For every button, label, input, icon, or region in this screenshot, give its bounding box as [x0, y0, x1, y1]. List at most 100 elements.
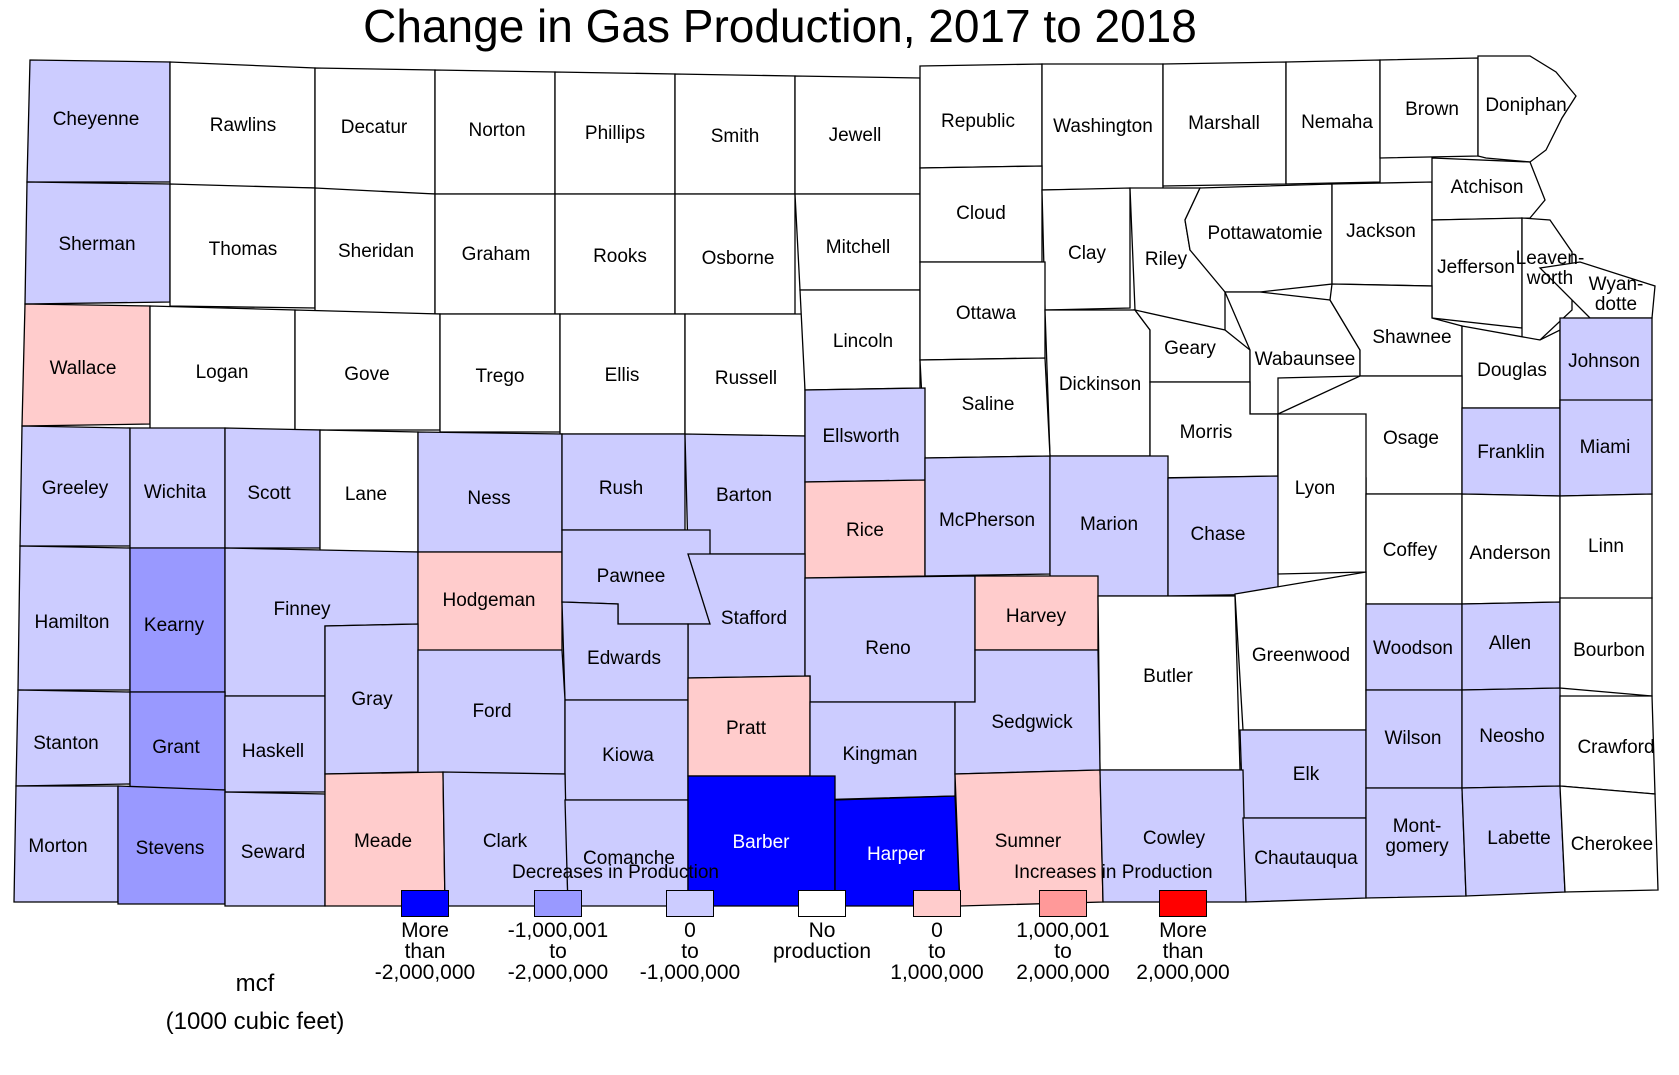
county-label-saline: Saline	[962, 394, 1015, 415]
county-label-sherman: Sherman	[58, 234, 135, 255]
county-label-line: Reno	[865, 638, 910, 659]
county-label-reno: Reno	[865, 638, 910, 659]
county-label-line: Lyon	[1295, 478, 1336, 499]
county-label-line: Cloud	[956, 203, 1006, 224]
county-label-line: Harvey	[1006, 606, 1067, 627]
legend-label-line: 1,000,001	[1016, 919, 1110, 942]
county-label-line: Wabaunsee	[1255, 349, 1356, 370]
legend-decreases-heading: Decreases in Production	[512, 862, 719, 883]
county-label-lane: Lane	[345, 484, 387, 505]
legend-label-inc2: 1,000,001 to 2,000,000	[998, 920, 1128, 983]
county-label-line: Butler	[1143, 666, 1193, 687]
county-label-geary: Geary	[1164, 338, 1216, 359]
county-label-pratt: Pratt	[726, 718, 767, 739]
county-label-line: Wallace	[50, 358, 117, 379]
county-label-hodgeman: Hodgeman	[443, 590, 536, 611]
county-label-line: Marshall	[1188, 113, 1260, 134]
county-label-line: Rawlins	[210, 115, 277, 136]
county-label-jackson: Jackson	[1346, 221, 1416, 242]
county-label-line: Pratt	[726, 718, 767, 739]
county-label-ellis: Ellis	[605, 365, 640, 386]
legend-label-line: to	[549, 940, 567, 963]
county-label-smith: Smith	[711, 126, 760, 147]
legend-label-line: More	[401, 919, 449, 942]
county-label-line: Nemaha	[1301, 112, 1373, 133]
county-label-line: Scott	[247, 483, 291, 504]
county-label-comanche: Comanche	[583, 848, 675, 869]
county-label-barber: Barber	[732, 832, 790, 853]
county-label-line: Rooks	[593, 246, 647, 267]
county-label-ottawa: Ottawa	[956, 303, 1017, 324]
county-label-sedgwick: Sedgwick	[991, 712, 1073, 733]
county-label-line: worth	[1526, 268, 1573, 289]
legend-swatch-none	[798, 890, 846, 917]
county-label-line: Rice	[846, 520, 884, 541]
county-label-cheyenne: Cheyenne	[53, 109, 140, 130]
county-label-line: Trego	[476, 366, 525, 387]
county-label-clay: Clay	[1068, 243, 1107, 264]
county-label-line: Stanton	[33, 733, 99, 754]
county-label-wichita: Wichita	[144, 482, 207, 503]
county-label-line: Ellis	[605, 365, 640, 386]
county-label-woodson: Woodson	[1373, 638, 1453, 659]
county-label-doniphan: Doniphan	[1485, 95, 1566, 116]
county-label-line: Franklin	[1477, 442, 1545, 463]
county-label-kearny: Kearny	[144, 615, 205, 636]
legend-label-none: No production	[757, 920, 887, 962]
county-label-line: Thomas	[209, 239, 278, 260]
legend-label-line: to	[681, 940, 699, 963]
county-label-washington: Washington	[1053, 116, 1153, 137]
county-label-bourbon: Bourbon	[1573, 640, 1645, 661]
county-label-wilson: Wilson	[1384, 728, 1441, 749]
county-label-gove: Gove	[344, 364, 389, 385]
legend-label-line: No	[808, 919, 836, 942]
county-label-line: Greenwood	[1252, 645, 1350, 666]
county-label-line: Gray	[351, 689, 393, 710]
legend-swatch-dec3	[401, 890, 449, 917]
county-label-sheridan: Sheridan	[338, 241, 414, 262]
county-label-line: Anderson	[1469, 543, 1550, 564]
legend-label-line: -1,000,001	[507, 919, 609, 942]
county-label-line: Morton	[28, 836, 87, 857]
county-label-wyandotte: Wyan-dotte	[1589, 274, 1644, 315]
legend-item-dec3: More than -2,000,000	[360, 890, 490, 983]
county-label-dickinson: Dickinson	[1059, 374, 1141, 395]
county-label-line: Hamilton	[35, 612, 110, 633]
county-label-osborne: Osborne	[702, 248, 775, 269]
county-label-line: Grant	[152, 737, 200, 758]
county-label-line: Sumner	[995, 831, 1062, 852]
county-label-line: Ellsworth	[822, 426, 899, 447]
county-label-phillips: Phillips	[585, 123, 645, 144]
county-label-shawnee: Shawnee	[1372, 327, 1451, 348]
county-label-line: Stevens	[136, 838, 205, 859]
county-label-line: Clark	[483, 831, 528, 852]
county-label-linn: Linn	[1588, 536, 1624, 557]
county-label-line: Osage	[1383, 428, 1439, 449]
county-label-line: Neosho	[1479, 726, 1545, 747]
county-label-line: Greeley	[42, 478, 109, 499]
county-label-wallace: Wallace	[50, 358, 117, 379]
legend-swatch-dec1	[666, 890, 714, 917]
county-label-line: Cherokee	[1571, 834, 1653, 855]
county-label-mitchell: Mitchell	[826, 237, 890, 258]
county-label-line: Lincoln	[833, 331, 893, 352]
county-label-edwards: Edwards	[587, 648, 661, 669]
county-label-grant: Grant	[152, 737, 200, 758]
legend-item-inc1: 0 to 1,000,000	[872, 890, 1002, 983]
county-label-line: Ness	[467, 488, 510, 509]
county-label-decatur: Decatur	[341, 117, 408, 138]
county-label-line: Mont-	[1393, 816, 1442, 837]
county-label-ness: Ness	[467, 488, 510, 509]
county-label-franklin: Franklin	[1477, 442, 1545, 463]
county-label-line: Smith	[711, 126, 760, 147]
county-label-line: McPherson	[939, 510, 1035, 531]
legend-label-line: to	[928, 940, 946, 963]
county-label-republic: Republic	[941, 111, 1015, 132]
legend-item-none: No production	[757, 890, 887, 962]
county-label-jefferson: Jefferson	[1437, 257, 1515, 278]
county-label-logan: Logan	[196, 362, 249, 383]
county-label-sumner: Sumner	[995, 831, 1062, 852]
legend-label-line: More	[1159, 919, 1207, 942]
county-label-line: Wichita	[144, 482, 207, 503]
county-label-line: Edwards	[587, 648, 661, 669]
